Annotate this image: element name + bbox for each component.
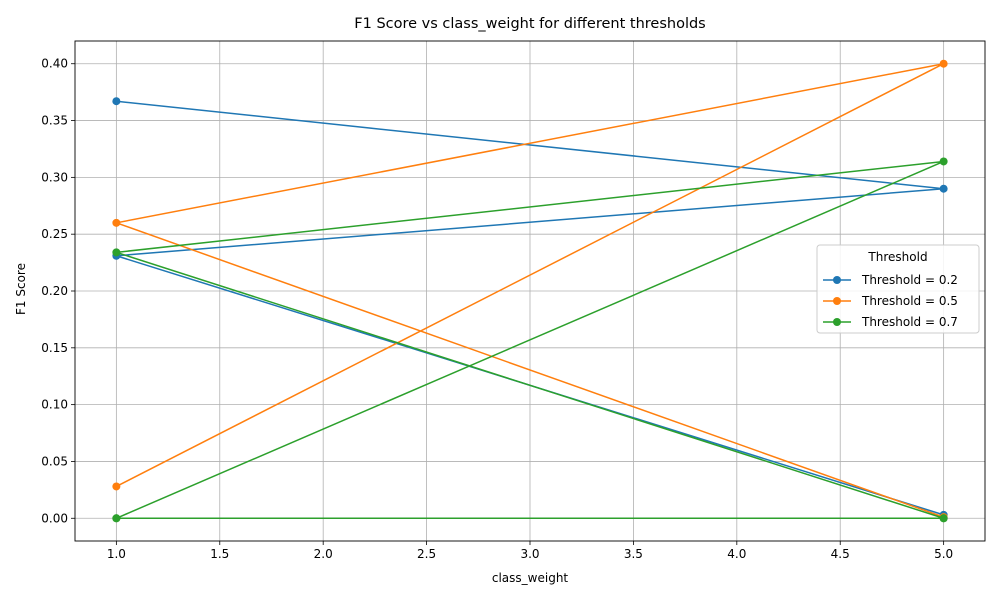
- x-tick-label: 3.5: [624, 547, 643, 561]
- legend-swatch-marker: [833, 318, 841, 326]
- data-point: [112, 482, 121, 491]
- data-point: [112, 218, 121, 227]
- x-tick-label: 1.0: [107, 547, 126, 561]
- x-axis-ticks: 1.0 1.5 2.0 2.5 3.0 3.5 4.0 4.5 5.0: [107, 541, 953, 561]
- data-point: [112, 514, 121, 523]
- legend-entry: Threshold = 0.2: [823, 273, 958, 287]
- series-group: [112, 59, 948, 523]
- chart-title: F1 Score vs class_weight for different t…: [354, 16, 705, 32]
- y-tick-label: 0.00: [41, 511, 68, 525]
- data-point: [112, 97, 121, 106]
- y-tick-label: 0.35: [41, 114, 68, 128]
- legend-title: Threshold: [867, 250, 927, 264]
- legend-label: Threshold = 0.7: [861, 315, 958, 329]
- legend-entries: Threshold = 0.2 Threshold = 0.5 Threshold …: [823, 273, 958, 329]
- y-tick-label: 0.30: [41, 170, 68, 184]
- x-axis-label: class_weight: [492, 571, 569, 585]
- legend-box: [816, 244, 980, 334]
- x-tick-label: 4.5: [831, 547, 850, 561]
- series-line: [115, 62, 945, 518]
- y-tick-label: 0.15: [41, 341, 68, 355]
- x-tick-label: 3.0: [520, 547, 539, 561]
- y-axis-ticks: 0.00 0.05 0.10 0.15 0.20 0.25 0.30 0.35 0.40: [41, 57, 75, 525]
- data-point: [939, 514, 948, 523]
- legend-swatch-marker: [833, 297, 841, 305]
- series-line: [115, 160, 945, 520]
- x-tick-label: 2.5: [417, 547, 436, 561]
- legend-swatch-marker: [833, 276, 841, 284]
- y-tick-label: 0.05: [41, 454, 68, 468]
- y-tick-label: 0.20: [41, 284, 68, 298]
- data-point: [939, 184, 948, 193]
- legend-label: Threshold = 0.2: [861, 273, 958, 287]
- y-tick-label: 0.25: [41, 227, 68, 241]
- y-tick-label: 0.40: [41, 57, 68, 71]
- legend: Threshold Threshold = 0.2 Threshold = 0.5…: [816, 244, 980, 334]
- x-tick-label: 2.0: [314, 547, 333, 561]
- x-tick-label: 4.0: [727, 547, 746, 561]
- legend-label: Threshold = 0.5: [861, 294, 958, 308]
- data-point: [112, 248, 121, 257]
- y-axis-label: F1 Score: [14, 263, 28, 315]
- x-tick-label: 5.0: [934, 547, 953, 561]
- series-3: [112, 157, 948, 523]
- y-tick-label: 0.10: [41, 398, 68, 412]
- legend-entry: Threshold = 0.7: [823, 315, 958, 329]
- legend-entry: Threshold = 0.5: [823, 294, 958, 308]
- data-point: [939, 157, 948, 166]
- x-tick-label: 1.5: [210, 547, 229, 561]
- data-point: [939, 59, 948, 68]
